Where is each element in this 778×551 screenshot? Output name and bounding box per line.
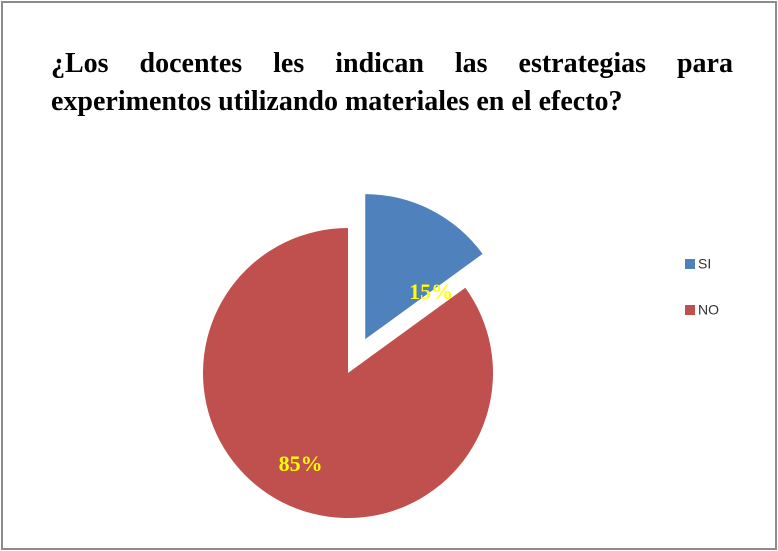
legend-label: SI [698, 256, 711, 272]
data-label: 15% [409, 279, 453, 304]
pie-slice [202, 228, 493, 518]
chart-title: ¿Los docentes les indican las estrategia… [51, 48, 733, 117]
legend-swatch [685, 305, 695, 315]
legend-swatch [685, 259, 695, 269]
chart: 15% 85% SI NO [202, 194, 719, 518]
pie-slice [365, 194, 483, 340]
legend-label: NO [698, 302, 719, 318]
data-label: 85% [279, 451, 323, 476]
